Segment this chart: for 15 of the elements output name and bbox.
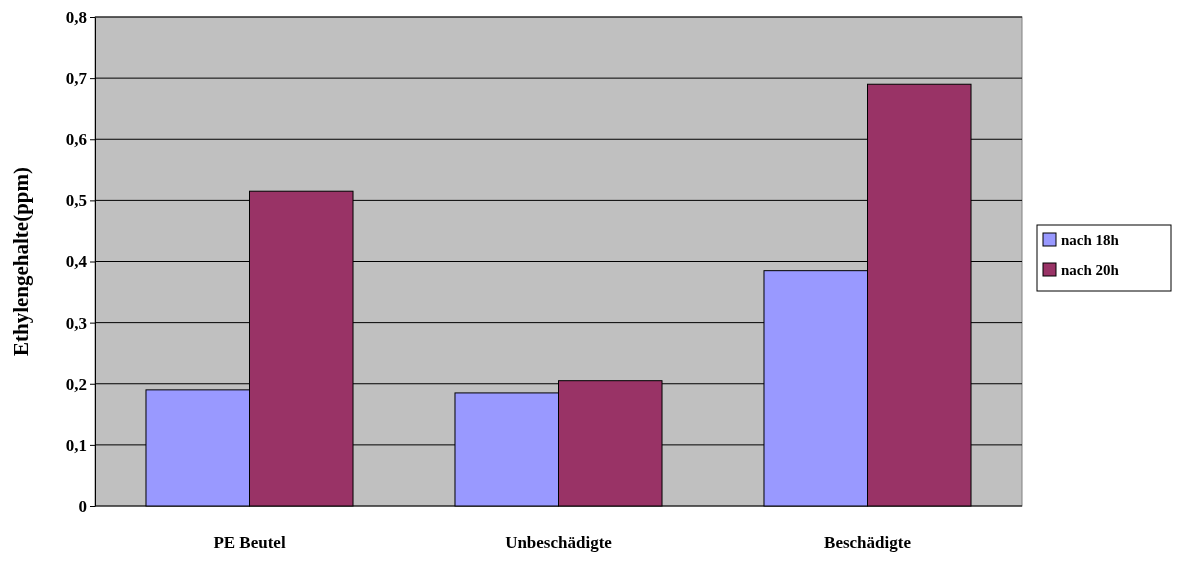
x-tick-label: Unbeschädigte xyxy=(505,533,613,553)
y-tick-label: 0,2 xyxy=(65,374,87,394)
x-tick-label: PE Beutel xyxy=(213,533,286,553)
y-tick-label: 0,7 xyxy=(65,69,88,89)
x-tick-label: Beschädigte xyxy=(824,533,912,553)
legend-label: nach 20h xyxy=(1061,262,1120,278)
y-tick-label: 0,5 xyxy=(65,191,87,211)
y-tick-label: 0 xyxy=(78,496,87,516)
legend-label: nach 18h xyxy=(1061,232,1120,248)
y-tick-label: 0,4 xyxy=(65,252,88,272)
y-tick-label: 0,6 xyxy=(65,130,87,150)
y-tick-label: 0,1 xyxy=(65,435,87,455)
y-axis-title: Ethylengehalte(ppm) xyxy=(9,166,33,356)
y-tick-label: 0,3 xyxy=(65,313,87,333)
y-tick-label: 0,8 xyxy=(65,7,87,27)
